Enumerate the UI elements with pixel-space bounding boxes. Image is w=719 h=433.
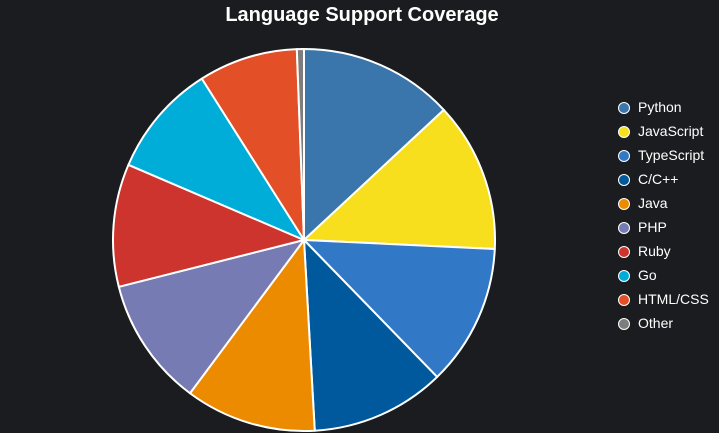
legend-label: C/C++ <box>638 171 679 187</box>
pie-slice-python[interactable] <box>303 48 445 241</box>
pie-slice-php[interactable] <box>117 239 305 395</box>
legend-swatch <box>618 102 630 114</box>
legend-label: JavaScript <box>638 123 704 139</box>
legend-label: Java <box>638 195 668 211</box>
pie-slice-other[interactable] <box>295 48 305 241</box>
legend-label: TypeScript <box>638 147 705 163</box>
legend-label: PHP <box>638 219 667 235</box>
pie-slice-html-css[interactable] <box>200 48 305 241</box>
chart-title: Language Support Coverage <box>225 4 499 26</box>
legend-swatch <box>618 246 630 258</box>
pie-slice-go[interactable] <box>127 77 305 241</box>
legend-swatch <box>618 150 630 162</box>
legend-swatch <box>618 294 630 306</box>
legend-swatch <box>618 174 630 186</box>
legend-label: Go <box>638 267 657 283</box>
pie-slice-javascript[interactable] <box>303 108 496 250</box>
pie-slice-java[interactable] <box>189 239 316 433</box>
pie-slice-c-c-[interactable] <box>303 239 439 432</box>
legend-label: HTML/CSS <box>638 291 709 307</box>
legend-label: Python <box>638 99 682 115</box>
legend-swatch <box>618 270 630 282</box>
legend-swatch <box>618 126 630 138</box>
legend-label: Ruby <box>638 243 671 259</box>
legend-swatch <box>618 222 630 234</box>
legend-label: Other <box>638 315 674 331</box>
legend-swatch <box>618 318 630 330</box>
pie-slice-typescript[interactable] <box>303 239 496 378</box>
pie-slice-ruby[interactable] <box>112 163 305 288</box>
legend-swatch <box>618 198 630 210</box>
